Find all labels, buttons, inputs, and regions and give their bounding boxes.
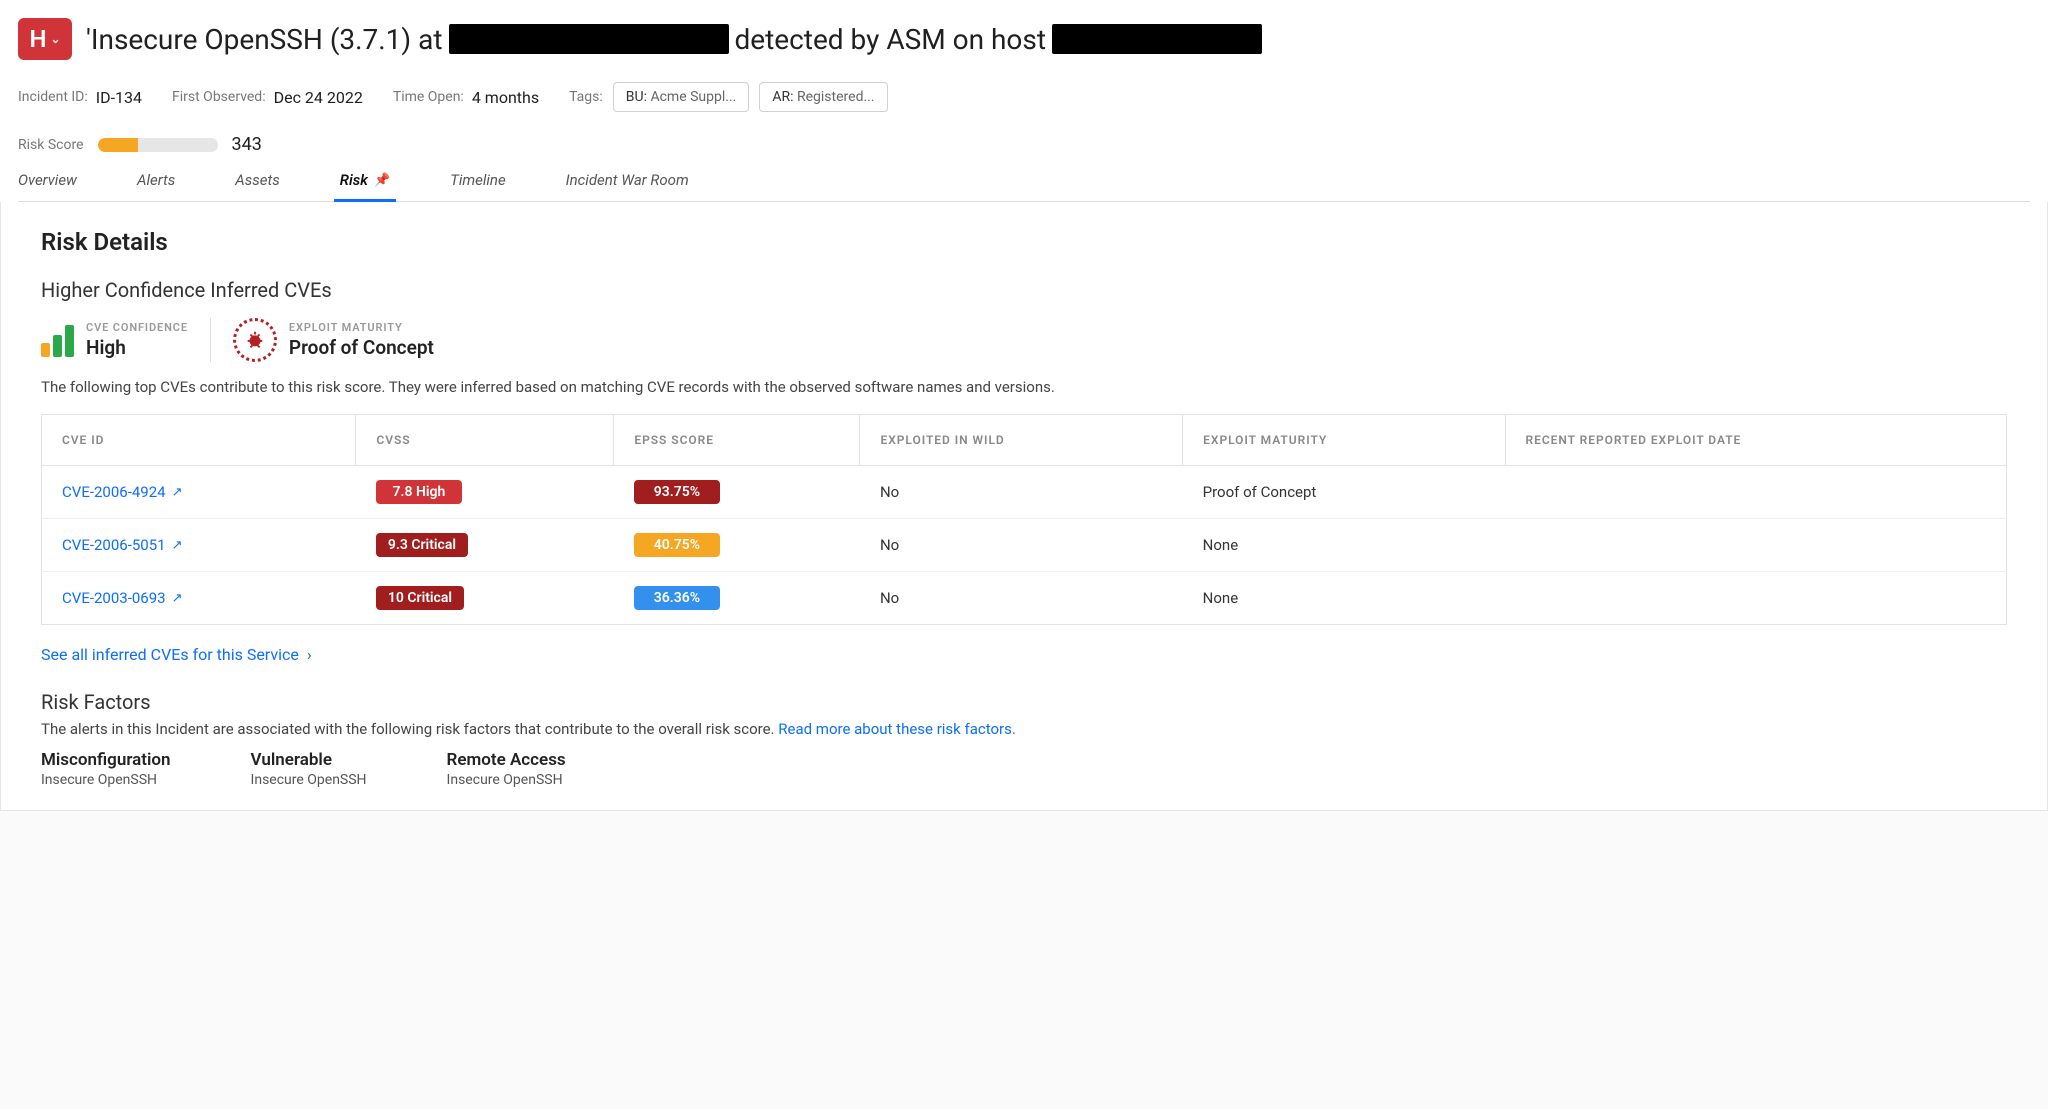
epss-pill: 93.75% <box>634 480 720 504</box>
risk-factor-item: Remote Access Insecure OpenSSH <box>447 750 566 788</box>
exploit-maturity-block: EXPLOIT MATURITY Proof of Concept <box>233 318 434 362</box>
risk-factor-sub: Insecure OpenSSH <box>447 772 566 788</box>
tags-group: Tags: BU: Acme Suppl... AR: Registered..… <box>569 82 887 112</box>
table-row: CVE-2006-5051↗ 9.3 Critical 40.75% NoNone <box>42 519 2007 572</box>
risk-factor-item: Misconfiguration Insecure OpenSSH <box>41 750 171 788</box>
cve-link[interactable]: CVE-2006-5051↗ <box>62 536 182 554</box>
risk-factors-link[interactable]: Read more about these risk factors. <box>778 720 1016 738</box>
chevron-down-icon: ⌄ <box>50 32 60 46</box>
page-title: 'Insecure OpenSSH (3.7.1) at detected by… <box>86 23 1262 56</box>
redacted-block <box>1052 24 1262 54</box>
exploited-in-wild: No <box>860 466 1183 519</box>
cve-confidence-block: CVE CONFIDENCE High <box>41 321 188 359</box>
bars-icon <box>41 323 74 357</box>
cve-link[interactable]: CVE-2003-0693↗ <box>62 589 182 607</box>
title-middle: detected by ASM on host <box>735 23 1046 56</box>
exploit-maturity-value: Proof of Concept <box>289 336 434 359</box>
tab-timeline[interactable]: Timeline <box>450 161 506 201</box>
risk-factor-name: Misconfiguration <box>41 750 171 770</box>
bug-icon <box>233 318 277 362</box>
exploit-maturity: None <box>1183 519 1505 572</box>
incident-id: Incident ID: ID-134 <box>18 88 142 107</box>
risk-score-row: Risk Score 343 <box>18 134 2030 155</box>
risk-factor-item: Vulnerable Insecure OpenSSH <box>251 750 367 788</box>
external-link-icon: ↗ <box>172 591 183 606</box>
risk-factor-name: Remote Access <box>447 750 566 770</box>
description: The following top CVEs contribute to thi… <box>41 378 2007 396</box>
title-row: H ⌄ 'Insecure OpenSSH (3.7.1) at detecte… <box>18 18 2030 60</box>
risk-details-panel: Risk Details Higher Confidence Inferred … <box>0 202 2048 811</box>
metrics-row: CVE CONFIDENCE High EXPLOIT MATURITY <box>41 318 2007 362</box>
risk-score-fill <box>98 138 139 152</box>
risk-factor-sub: Insecure OpenSSH <box>251 772 367 788</box>
exploited-in-wild: No <box>860 572 1183 625</box>
column-header: EXPLOIT MATURITY <box>1183 415 1505 466</box>
cvss-pill: 7.8 High <box>376 480 462 504</box>
tab-assets[interactable]: Assets <box>235 161 280 201</box>
epss-pill: 40.75% <box>634 533 720 557</box>
exploited-in-wild: No <box>860 519 1183 572</box>
risk-score-value: 343 <box>232 134 262 155</box>
see-all-cves-link[interactable]: See all inferred CVEs for this Service › <box>41 645 312 664</box>
risk-score-bar <box>98 138 218 152</box>
tab-alerts[interactable]: Alerts <box>137 161 175 201</box>
time-open: Time Open: 4 months <box>393 88 539 107</box>
tab-risk[interactable]: Risk📌 <box>340 161 390 201</box>
severity-letter: H <box>29 25 46 53</box>
tag[interactable]: BU: Acme Suppl... <box>613 82 750 112</box>
risk-factors-grid: MisconfigurationInsecure OpenSSHVulnerab… <box>41 750 2007 788</box>
recent-date <box>1505 572 2006 625</box>
column-header: CVSS <box>356 415 614 466</box>
exploit-maturity-label: EXPLOIT MATURITY <box>289 321 434 334</box>
risk-score-label: Risk Score <box>18 137 84 153</box>
epss-pill: 36.36% <box>634 586 720 610</box>
chevron-right-icon: › <box>307 645 312 664</box>
column-header: RECENT REPORTED EXPLOIT DATE <box>1505 415 2006 466</box>
section-title: Risk Details <box>41 228 2007 256</box>
table-row: CVE-2006-4924↗ 7.8 High 93.75% NoProof of C… <box>42 466 2007 519</box>
cvss-pill: 9.3 Critical <box>376 533 468 557</box>
risk-factors-description: The alerts in this Incident are associat… <box>41 720 2007 738</box>
table-row: CVE-2003-0693↗ 10 Critical 36.36% NoNone <box>42 572 2007 625</box>
redacted-block <box>449 24 729 54</box>
exploit-maturity: Proof of Concept <box>1183 466 1505 519</box>
external-link-icon: ↗ <box>172 485 183 500</box>
cve-confidence-label: CVE CONFIDENCE <box>86 321 188 334</box>
divider <box>210 318 211 362</box>
column-header: CVE ID <box>42 415 356 466</box>
subsection-title: Higher Confidence Inferred CVEs <box>41 278 2007 302</box>
meta-row: Incident ID: ID-134 First Observed: Dec … <box>18 82 2030 112</box>
tag[interactable]: AR: Registered... <box>759 82 887 112</box>
risk-factor-sub: Insecure OpenSSH <box>41 772 171 788</box>
column-header: EXPLOITED IN WILD <box>860 415 1183 466</box>
risk-factor-name: Vulnerable <box>251 750 367 770</box>
tabs: Overview Alerts Assets Risk📌 Timeline Inciden… <box>18 161 2030 202</box>
first-observed: First Observed: Dec 24 2022 <box>172 88 363 107</box>
pin-icon: 📌 <box>374 173 390 188</box>
column-header: EPSS SCORE <box>614 415 860 466</box>
cve-confidence-value: High <box>86 336 188 359</box>
tab-incident-war-room[interactable]: Incident War Room <box>566 161 689 201</box>
severity-badge[interactable]: H ⌄ <box>18 18 72 60</box>
cve-link[interactable]: CVE-2006-4924↗ <box>62 483 182 501</box>
exploit-maturity: None <box>1183 572 1505 625</box>
risk-factors-title: Risk Factors <box>41 690 2007 714</box>
cve-table: CVE IDCVSSEPSS SCOREEXPLOITED IN WILDEXP… <box>41 414 2007 625</box>
recent-date <box>1505 519 2006 572</box>
external-link-icon: ↗ <box>172 538 183 553</box>
tab-overview[interactable]: Overview <box>18 161 77 201</box>
cvss-pill: 10 Critical <box>376 586 464 610</box>
title-prefix: 'Insecure OpenSSH (3.7.1) at <box>86 23 443 56</box>
recent-date <box>1505 466 2006 519</box>
